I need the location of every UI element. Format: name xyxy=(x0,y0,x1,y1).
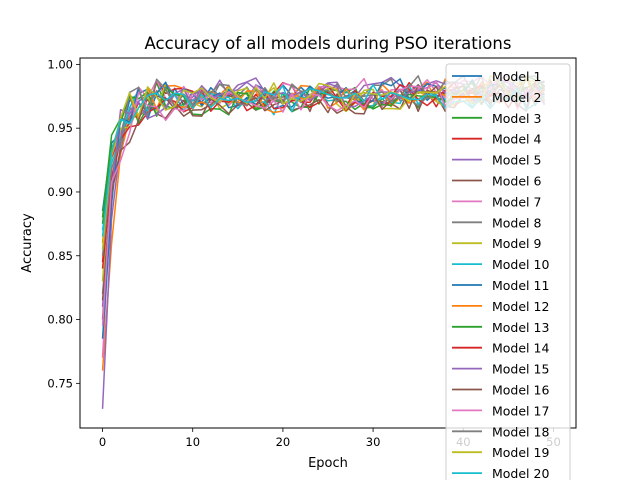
legend-label-model-15: Model 15 xyxy=(492,362,549,377)
legend-label-model-5: Model 5 xyxy=(492,153,541,168)
legend-label-model-11: Model 11 xyxy=(492,278,549,293)
axes xyxy=(79,57,577,429)
legend-label-model-6: Model 6 xyxy=(492,174,542,189)
y-tick-label: 0.95 xyxy=(47,121,73,135)
x-axis-label: Epoch xyxy=(308,456,348,471)
legend-label-model-8: Model 8 xyxy=(492,215,542,230)
legend: Model 1 Model 2 Model 3 Model 4 Model 5 Model… xyxy=(445,63,571,480)
legend-label-model-13: Model 13 xyxy=(492,320,549,335)
legend-frame xyxy=(445,63,571,480)
y-tick-label: 1.00 xyxy=(47,57,73,71)
y-tick-label: 0.90 xyxy=(47,185,73,199)
legend-label-model-7: Model 7 xyxy=(492,194,541,209)
chart-title: Accuracy of all models during PSO iterat… xyxy=(145,34,512,53)
y-axis-label: Accuracy xyxy=(20,213,35,273)
x-tick-label: 30 xyxy=(366,435,381,449)
legend-label-model-18: Model 18 xyxy=(492,424,549,439)
legend-label-model-12: Model 12 xyxy=(492,299,549,314)
legend-label-model-1: Model 1 xyxy=(492,69,541,84)
y-axis-ticks: 0.75 0.80 0.85 0.90 0.95 1.00 xyxy=(47,57,80,390)
y-tick-label: 0.85 xyxy=(47,249,73,263)
x-tick-label: 0 xyxy=(99,435,106,449)
legend-label-model-10: Model 10 xyxy=(492,257,549,272)
x-tick-label: 20 xyxy=(276,435,291,449)
y-tick-label: 0.80 xyxy=(47,313,73,327)
legend-label-model-17: Model 17 xyxy=(492,403,549,418)
x-tick-label: 10 xyxy=(185,435,200,449)
y-tick-label: 0.75 xyxy=(47,376,73,390)
legend-label-model-3: Model 3 xyxy=(492,111,541,126)
legend-label-model-19: Model 19 xyxy=(492,445,549,460)
legend-label-model-20: Model 20 xyxy=(492,466,549,480)
plot-frame xyxy=(79,57,577,429)
legend-label-model-14: Model 14 xyxy=(492,341,549,356)
legend-label-model-16: Model 16 xyxy=(492,383,549,398)
legend-label-model-2: Model 2 xyxy=(492,90,541,105)
legend-label-model-9: Model 9 xyxy=(492,236,542,251)
legend-label-model-4: Model 4 xyxy=(492,132,542,147)
